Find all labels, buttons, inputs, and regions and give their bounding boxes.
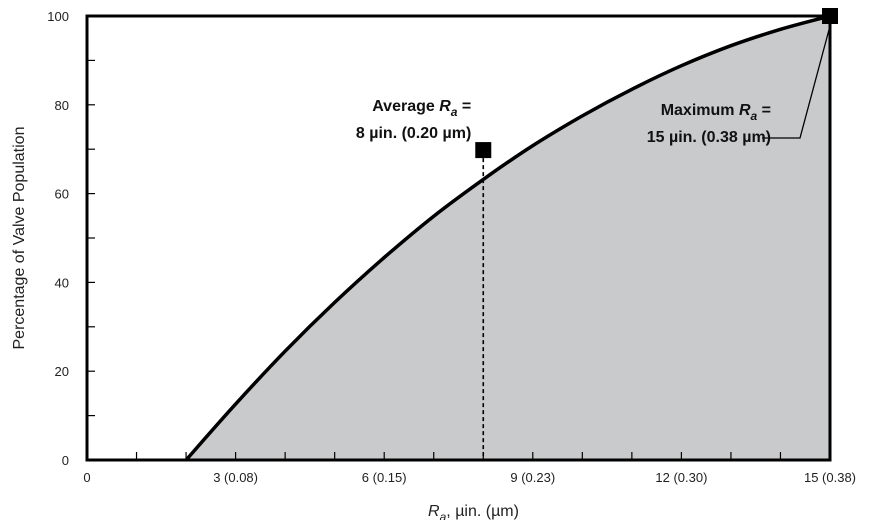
y-tick-label: 60 [55, 187, 69, 202]
axis-ticks: 0 3 (0.08) 6 (0.15) 9 (0.23) 12 (0.30) 15 (0.… [47, 9, 856, 485]
x-axis-title: Ra, µin. (µm) [428, 503, 519, 520]
x-axis-title-rest: , µin. (µm) [446, 503, 519, 520]
x-tick-label: 12 (0.30) [655, 470, 707, 485]
y-tick-label: 100 [47, 9, 69, 24]
maximum-annotation-suffix: = [757, 102, 771, 119]
cumulative-curve [184, 14, 831, 462]
maximum-annotation-prefix: Maximum [661, 102, 739, 119]
x-tick-label: 9 (0.23) [510, 470, 555, 485]
y-tick-label: 80 [55, 98, 69, 113]
x-tick-label: 0 [83, 470, 90, 485]
data-marker [822, 8, 838, 24]
y-tick-label: 0 [62, 453, 69, 468]
y-tick-label: 40 [55, 275, 69, 290]
maximum-annotation-line2: 15 µin. (0.38 µm) [647, 129, 771, 146]
maximum-annotation-symbol: R [739, 102, 751, 119]
x-axis-title-sub: a [440, 510, 447, 520]
average-annotation-suffix: = [457, 98, 471, 115]
x-axis-title-symbol: R [428, 503, 440, 520]
maximum-annotation-sub: a [751, 109, 758, 123]
average-annotation-line1: Average Ra = [372, 98, 471, 119]
x-tick-label: 6 (0.15) [362, 470, 407, 485]
x-tick-label: 3 (0.08) [213, 470, 258, 485]
average-annotation-sub: a [451, 105, 458, 119]
average-annotation-prefix: Average [372, 98, 439, 115]
x-tick-label: 15 (0.38) [804, 470, 856, 485]
data-marker [475, 142, 492, 159]
y-axis-title: Percentage of Valve Population [11, 127, 28, 350]
average-annotation-line2: 8 µin. (0.20 µm) [356, 125, 471, 142]
markers [475, 8, 838, 159]
area-fill [186, 16, 831, 460]
y-tick-label: 20 [55, 364, 69, 379]
average-annotation-symbol: R [439, 98, 451, 115]
maximum-leader-line [762, 25, 831, 139]
maximum-annotation-line1: Maximum Ra = [661, 102, 771, 123]
